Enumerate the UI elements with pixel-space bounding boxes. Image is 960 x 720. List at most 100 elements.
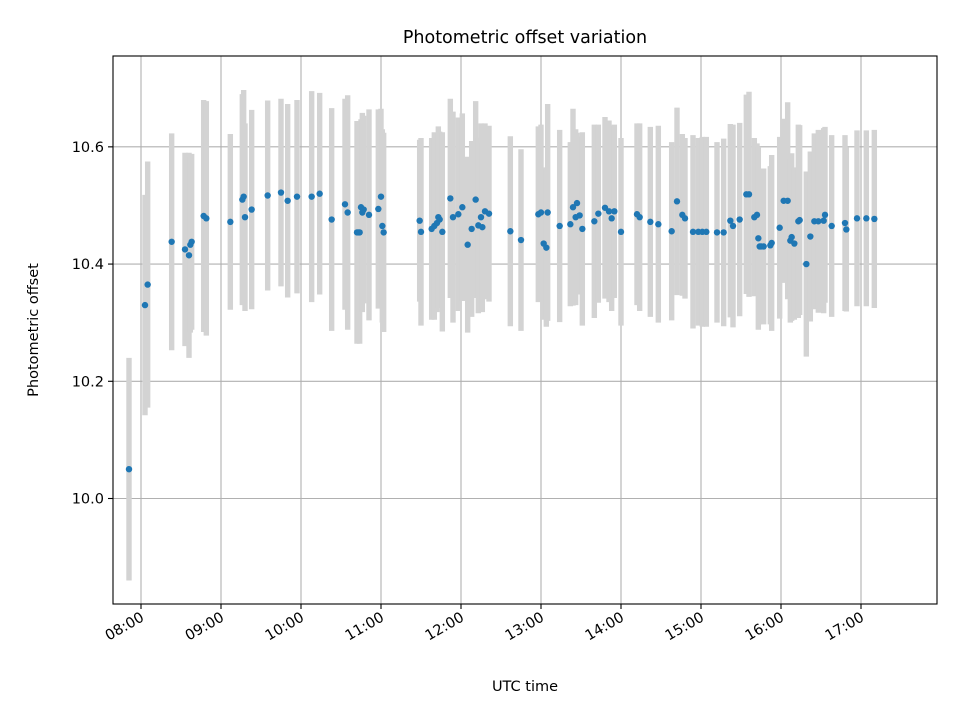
data-point	[753, 211, 761, 219]
data-point	[517, 236, 525, 244]
data-point	[720, 229, 727, 236]
data-point	[579, 225, 586, 233]
data-point	[464, 241, 471, 248]
x-tick-label: 10:00	[263, 610, 307, 645]
x-tick-label: 12:00	[423, 610, 467, 645]
data-point	[168, 238, 175, 245]
data-point	[455, 211, 462, 218]
y-tick-label: 10.6	[72, 140, 104, 156]
data-point	[853, 215, 861, 222]
chart-title: Photometric offset variation	[403, 28, 647, 48]
data-point	[871, 215, 878, 223]
data-point	[181, 246, 189, 253]
x-axis-ticks: 08:00 09:00 10:00 11:00 12:00 13:00 14:00 15:00…	[103, 604, 867, 644]
data-point	[611, 208, 618, 215]
data-point	[617, 228, 625, 236]
data-point	[573, 199, 581, 207]
data-point	[760, 243, 767, 250]
data-point	[185, 252, 193, 259]
data-point	[703, 228, 710, 236]
data-point	[841, 219, 849, 227]
data-point	[344, 209, 351, 216]
y-tick-label: 10.2	[72, 374, 104, 390]
data-point	[417, 228, 425, 236]
data-point	[485, 210, 493, 217]
data-point	[843, 226, 850, 233]
data-point	[365, 211, 373, 219]
y-axis-label: Photometric offset	[26, 263, 42, 397]
data-point	[815, 218, 822, 225]
data-point	[125, 465, 133, 473]
data-point	[537, 209, 545, 216]
y-tick-label: 10.4	[72, 257, 104, 273]
data-point	[328, 216, 335, 223]
data-point	[308, 193, 315, 200]
data-point	[556, 222, 563, 230]
data-point	[755, 235, 762, 242]
data-point	[784, 197, 791, 204]
data-point	[791, 240, 798, 247]
data-point	[673, 198, 681, 205]
y-axis-ticks: 10.0 10.2 10.4 10.6	[72, 140, 113, 508]
data-point	[379, 222, 386, 230]
data-point	[227, 218, 234, 226]
data-point	[576, 212, 583, 219]
data-point	[788, 233, 795, 241]
data-point	[605, 208, 613, 215]
x-tick-label: 15:00	[663, 610, 707, 645]
data-point	[141, 301, 149, 309]
data-point	[569, 204, 577, 211]
x-tick-label: 16:00	[743, 610, 787, 645]
data-point	[807, 233, 814, 240]
data-point	[472, 196, 479, 203]
x-tick-label: 17:00	[823, 610, 867, 645]
data-point	[803, 260, 810, 268]
data-point	[544, 209, 551, 216]
data-point	[203, 215, 210, 222]
data-point	[479, 223, 486, 231]
x-tick-label: 14:00	[583, 610, 627, 645]
x-tick-label: 11:00	[343, 610, 387, 645]
data-point	[608, 215, 615, 222]
x-tick-label: 13:00	[503, 610, 547, 645]
plot-frame	[112, 55, 938, 605]
data-point	[264, 192, 271, 199]
data-point	[776, 224, 783, 231]
data-point	[436, 216, 443, 223]
data-point	[727, 217, 734, 224]
data-point	[689, 228, 697, 236]
data-point	[591, 218, 598, 225]
data-point	[745, 191, 753, 198]
data-point	[713, 229, 721, 236]
data-point	[736, 216, 743, 223]
data-point	[595, 210, 602, 217]
data-point	[821, 211, 829, 219]
data-point	[439, 228, 446, 236]
data-point	[241, 213, 249, 221]
data-point	[380, 229, 387, 236]
data-point	[863, 215, 870, 222]
data-point	[416, 217, 423, 224]
data-point	[796, 216, 803, 224]
data-point	[447, 195, 454, 202]
data-point	[293, 193, 301, 200]
data-point	[459, 204, 466, 211]
data-point	[240, 193, 247, 200]
data-point	[636, 213, 643, 221]
data-point	[277, 189, 285, 196]
data-point	[543, 244, 550, 251]
data-point	[820, 217, 827, 224]
x-axis-label: UTC time	[492, 679, 558, 695]
data-point	[828, 222, 835, 230]
data-point	[655, 221, 662, 228]
data-point	[567, 221, 574, 228]
data-point	[188, 238, 195, 245]
data-point	[360, 206, 367, 213]
data-point	[647, 218, 654, 226]
data-point	[375, 205, 382, 213]
x-tick-label: 08:00	[103, 610, 147, 645]
data-point	[144, 281, 151, 288]
data-point	[356, 229, 363, 236]
data-point	[668, 228, 675, 235]
